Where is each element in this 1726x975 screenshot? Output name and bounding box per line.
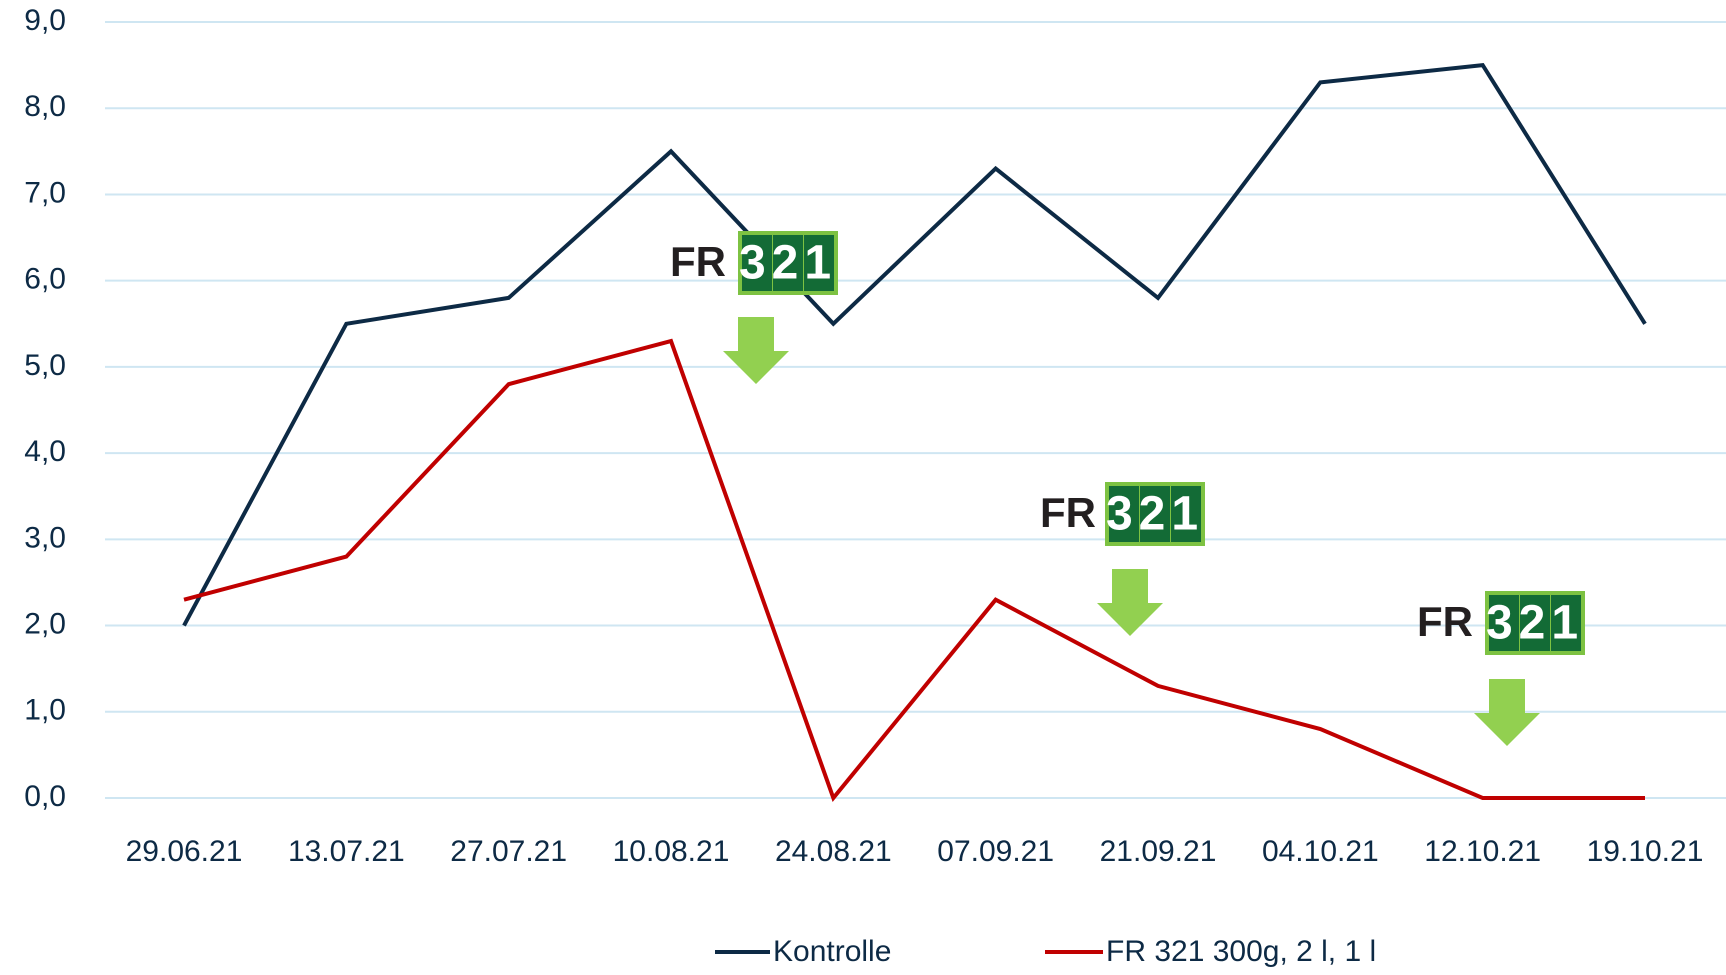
y-tick-label: 3,0 [24,521,66,554]
y-tick-label: 9,0 [24,4,66,37]
logo-panel [742,235,772,291]
x-tick-label: 10.08.21 [613,835,730,868]
y-tick-label: 2,0 [24,607,66,640]
y-tick-label: 1,0 [24,694,66,727]
x-tick-label: 13.07.21 [288,835,405,868]
logo-brand: FR [670,238,726,285]
logo-panel [1140,486,1170,542]
fr321-logo: FR 321 [1040,482,1205,636]
logo-arrow [1474,679,1540,746]
y-tick-label: 5,0 [24,349,66,382]
logo-brand: FR [1040,489,1096,536]
fr321-logo: FR 321 [1417,591,1585,746]
logo-panel [773,235,803,291]
logo-number: 321 [739,237,837,290]
logo-arrow [1097,569,1163,636]
y-tick-label: 7,0 [24,176,66,209]
series-line [183,338,1645,803]
logo-panel [1520,595,1550,651]
y-tick-label: 6,0 [24,263,66,296]
x-tick-label: 24.08.21 [775,835,892,868]
x-tick-label: 19.10.21 [1587,835,1704,868]
x-tick-label: 29.06.21 [126,835,243,868]
y-tick-label: 8,0 [24,90,66,123]
logo-panel [1489,595,1519,651]
x-tick-label: 27.07.21 [450,835,567,868]
x-tick-label: 12.10.21 [1424,835,1541,868]
logo-panel [1109,486,1139,542]
y-tick-label: 4,0 [24,435,66,468]
y-tick-label: 0,0 [24,780,66,813]
legend-label: FR 321 300g, 2 l, 1 l [1106,935,1376,968]
logo-arrow [723,317,789,384]
legend-label: Kontrolle [773,935,891,968]
x-tick-label: 07.09.21 [937,835,1054,868]
logo-panel [804,235,834,291]
logo-panel [1551,595,1581,651]
logo-panel [1171,486,1201,542]
x-tick-label: 04.10.21 [1262,835,1379,868]
logo-number: 321 [1486,597,1584,650]
logo-brand: FR [1417,598,1473,645]
logo-number: 321 [1106,488,1204,541]
series-line [182,62,1647,627]
fr321-logo: FR 321 [670,231,838,384]
x-tick-label: 21.09.21 [1100,835,1217,868]
